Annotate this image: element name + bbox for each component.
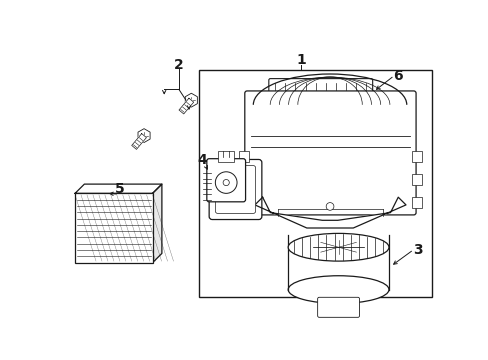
Circle shape [215,172,237,193]
Ellipse shape [287,276,388,303]
Bar [411,197,421,208]
Polygon shape [254,197,405,228]
Circle shape [223,180,229,186]
Text: 5: 5 [114,183,124,197]
Bar [411,151,421,162]
Text: 2: 2 [174,58,183,72]
FancyBboxPatch shape [268,78,372,105]
Polygon shape [75,184,162,193]
Ellipse shape [287,233,388,261]
FancyBboxPatch shape [244,91,415,215]
Polygon shape [138,129,150,143]
Polygon shape [152,184,162,263]
Circle shape [325,203,333,210]
Text: 1: 1 [296,53,305,67]
Bar [199,70,431,297]
Bar [218,151,233,162]
FancyBboxPatch shape [317,297,359,317]
Bar [411,174,421,185]
Bar [75,193,152,263]
Polygon shape [131,134,146,149]
Bar [239,174,248,185]
FancyBboxPatch shape [206,159,245,202]
FancyBboxPatch shape [215,166,255,213]
Text: 6: 6 [393,68,402,82]
FancyBboxPatch shape [209,159,261,220]
Bar [239,197,248,208]
Polygon shape [185,93,197,107]
Bar [239,151,248,162]
Polygon shape [179,98,193,114]
Text: 4: 4 [197,153,206,167]
Text: 3: 3 [412,243,422,257]
